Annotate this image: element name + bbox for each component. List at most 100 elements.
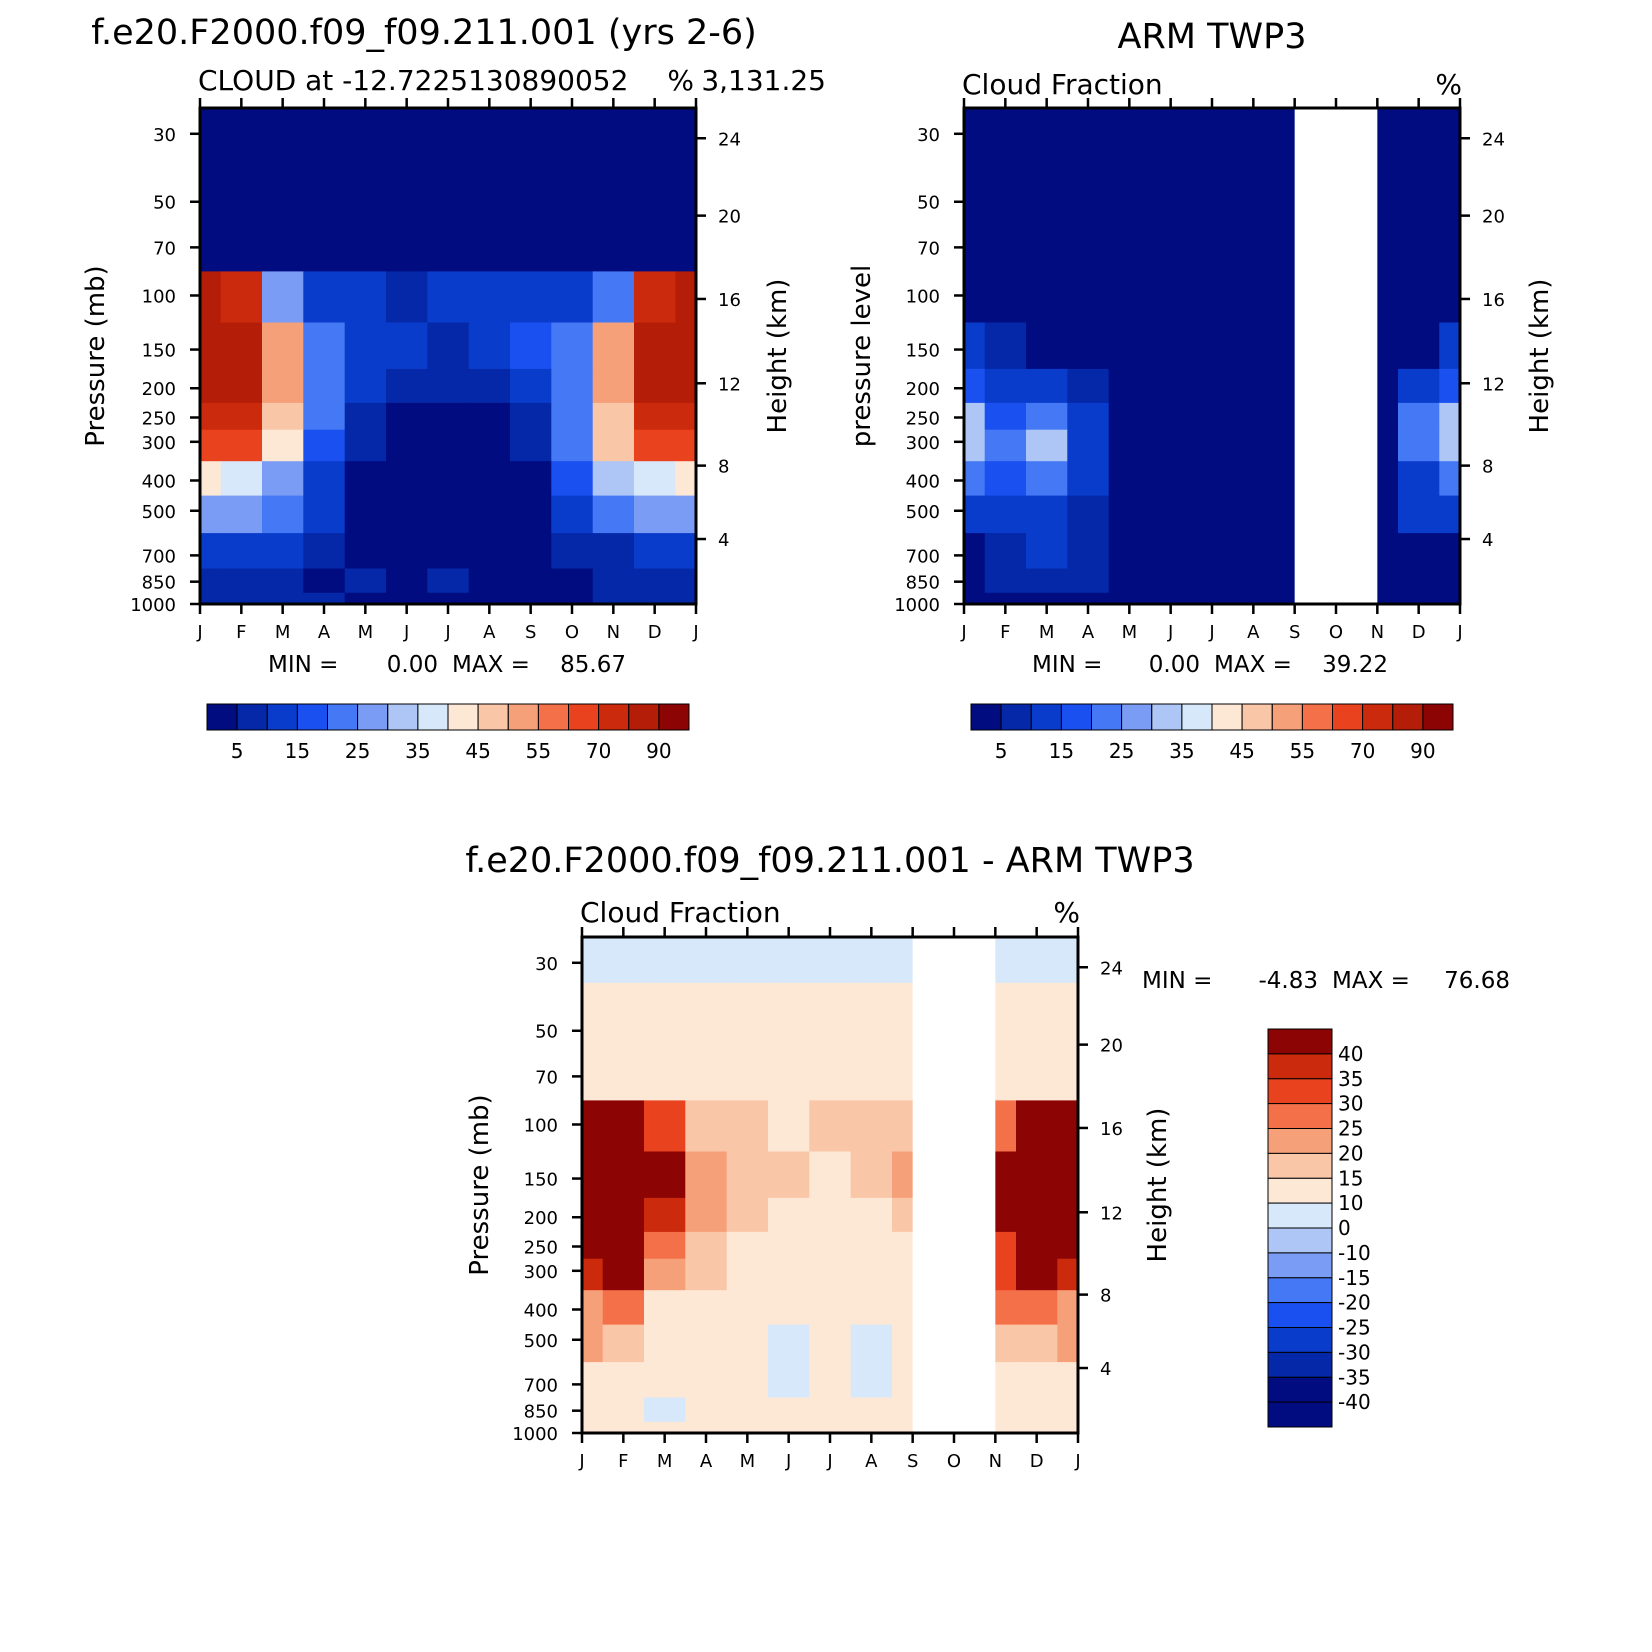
colorbar-swatch xyxy=(447,703,479,731)
heatmap-cell xyxy=(1439,461,1461,497)
heatmap-cell xyxy=(1067,368,1110,404)
colorbar-swatch xyxy=(1121,703,1153,731)
heatmap-cell xyxy=(592,461,635,497)
heatmap-cell xyxy=(592,153,635,226)
colorbar-swatch xyxy=(387,703,419,731)
heatmap-cell xyxy=(850,1053,893,1102)
panel-2-subtitle: Cloud Fraction xyxy=(962,68,1163,101)
heatmap-cell xyxy=(427,322,470,370)
heatmap-cell xyxy=(262,322,304,370)
x-tick-label: M xyxy=(1122,622,1138,643)
heatmap-cell xyxy=(200,402,222,431)
heatmap-cell xyxy=(344,108,387,155)
x-tick-label: M xyxy=(358,622,374,643)
heatmap-cell xyxy=(984,271,1027,324)
heatmap-cell xyxy=(809,1151,852,1199)
heatmap-cell xyxy=(675,592,697,605)
panel-2-max-label: MAX = xyxy=(1214,652,1292,678)
heatmap-cell xyxy=(602,1053,645,1102)
heatmap-cell xyxy=(675,402,697,431)
heatmap-cell xyxy=(582,1324,604,1363)
heatmap-cell xyxy=(468,322,511,370)
panel-3-ylabel-right: Height (km) xyxy=(1143,1108,1173,1263)
heatmap-cell xyxy=(1439,153,1461,226)
heatmap-cell xyxy=(262,224,304,273)
colorbar-swatch xyxy=(658,703,690,731)
heatmap-cell xyxy=(850,1421,893,1434)
y-tick-label: 500 xyxy=(524,1331,558,1352)
heatmap-cell xyxy=(644,1362,686,1399)
panel-3-ticks: J F M A M J J A S O N D J 30 50 70 100 150 200 250 300 400 500… xyxy=(512,927,1123,1472)
heatmap-cell xyxy=(602,1421,645,1434)
colorbar-label: 5 xyxy=(231,739,244,763)
colorbar-label: 35 xyxy=(405,739,430,763)
heatmap-cell xyxy=(644,937,686,984)
heatmap-cell xyxy=(427,429,470,462)
y-tick-label: 1000 xyxy=(130,595,176,616)
y-tick-label: 250 xyxy=(524,1238,558,1259)
heatmap-cell xyxy=(1067,568,1110,594)
heatmap-cell xyxy=(1398,108,1440,155)
y-right-tick-label: 8 xyxy=(1482,457,1493,478)
colorbar-label: 25 xyxy=(345,739,370,763)
y-right-tick-label: 24 xyxy=(1100,958,1123,979)
heatmap-cell xyxy=(427,153,470,226)
heatmap-cell xyxy=(200,108,222,155)
heatmap-cell xyxy=(1439,495,1461,534)
colorbar-swatch xyxy=(507,703,539,731)
heatmap-cell xyxy=(768,1053,810,1102)
panel-1-min-value: 0.00 xyxy=(387,652,438,678)
panel-2-ylabel: pressure level xyxy=(847,265,877,447)
heatmap-cell xyxy=(726,1197,769,1233)
heatmap-cell xyxy=(809,1100,852,1153)
panel-1-min-label: MIN = xyxy=(268,652,338,678)
heatmap-cell xyxy=(303,461,346,497)
heatmap-cell xyxy=(1057,1197,1079,1233)
heatmap-cell xyxy=(1057,937,1079,984)
heatmap-cell xyxy=(1439,533,1461,570)
colorbar-swatch xyxy=(1267,1252,1333,1279)
heatmap-cell xyxy=(644,1324,686,1363)
heatmap-cell xyxy=(1150,429,1192,462)
heatmap-cell xyxy=(964,368,986,404)
heatmap-cell xyxy=(964,224,986,273)
colorbar-label: 25 xyxy=(1338,1117,1363,1141)
heatmap-cell xyxy=(1191,108,1234,155)
heatmap-cell xyxy=(964,533,986,570)
heatmap-cell xyxy=(592,568,635,594)
y-tick-label: 50 xyxy=(535,1022,558,1043)
heatmap-cell xyxy=(220,495,263,534)
heatmap-cell xyxy=(634,271,676,324)
heatmap-cell xyxy=(1439,368,1461,404)
y-tick-label: 300 xyxy=(524,1262,558,1283)
heatmap-cell xyxy=(551,429,594,462)
x-tick-label: J xyxy=(960,622,966,643)
missing-data-band xyxy=(1294,108,1378,604)
heatmap-cell xyxy=(303,322,346,370)
y-tick-label: 400 xyxy=(906,471,940,492)
heatmap-cell xyxy=(551,153,594,226)
colorbar-label: 10 xyxy=(1338,1191,1363,1215)
heatmap-cell xyxy=(344,429,387,462)
x-tick-label: J xyxy=(785,1451,791,1472)
heatmap-cell xyxy=(768,1258,810,1291)
heatmap-cell xyxy=(582,1197,604,1233)
heatmap-cell xyxy=(386,224,428,273)
heatmap-cell xyxy=(427,568,470,594)
panel-3-subtitle: Cloud Fraction xyxy=(580,896,781,929)
heatmap-cell xyxy=(262,429,304,462)
colorbar-swatch xyxy=(1151,703,1183,731)
colorbar-swatch xyxy=(1267,1401,1333,1428)
colorbar-label: 70 xyxy=(1350,739,1375,763)
colorbar-swatch xyxy=(236,703,268,731)
heatmap-cell xyxy=(220,568,263,594)
heatmap-cell xyxy=(984,322,1027,370)
heatmap-cell xyxy=(303,568,346,594)
colorbar-swatch xyxy=(1362,703,1394,731)
heatmap-cell xyxy=(551,461,594,497)
heatmap-cell xyxy=(551,271,594,324)
heatmap-cell xyxy=(427,271,470,324)
colorbar-swatch xyxy=(970,703,1002,731)
x-tick-label: S xyxy=(525,622,536,643)
x-tick-label: N xyxy=(1371,622,1384,643)
